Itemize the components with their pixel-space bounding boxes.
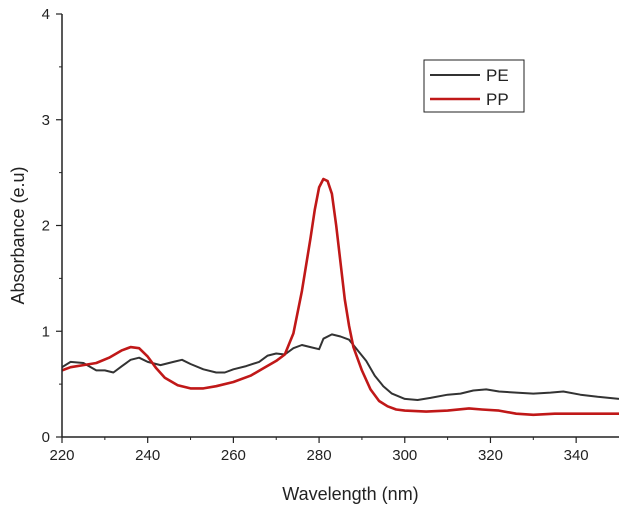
- series-line-pe: [61, 333, 619, 401]
- legend-box: [423, 59, 525, 113]
- x-tick-label: 240: [135, 447, 160, 464]
- legend-label-pe: PE: [486, 66, 509, 85]
- series-line-pp: [61, 177, 619, 417]
- x-axis-title: Wavelength (nm): [282, 484, 418, 504]
- series-layer: [61, 177, 619, 417]
- y-tick-label: 0: [42, 429, 50, 446]
- legend: PE PP: [423, 59, 525, 113]
- x-tick-label: 320: [478, 447, 503, 464]
- y-tick-label: 2: [42, 218, 50, 235]
- x-tick-label: 340: [564, 447, 589, 464]
- legend-label-pp: PP: [486, 90, 509, 109]
- y-tick-label: 3: [42, 112, 50, 129]
- y-tick-label: 4: [42, 6, 50, 23]
- y-tick-label: 1: [42, 323, 50, 340]
- x-tick-label: 280: [307, 447, 332, 464]
- x-tick-label: 220: [49, 447, 74, 464]
- y-axis-title: Absorbance (e.u): [8, 166, 28, 304]
- x-tick-label: 300: [392, 447, 417, 464]
- x-tick-label: 260: [221, 447, 246, 464]
